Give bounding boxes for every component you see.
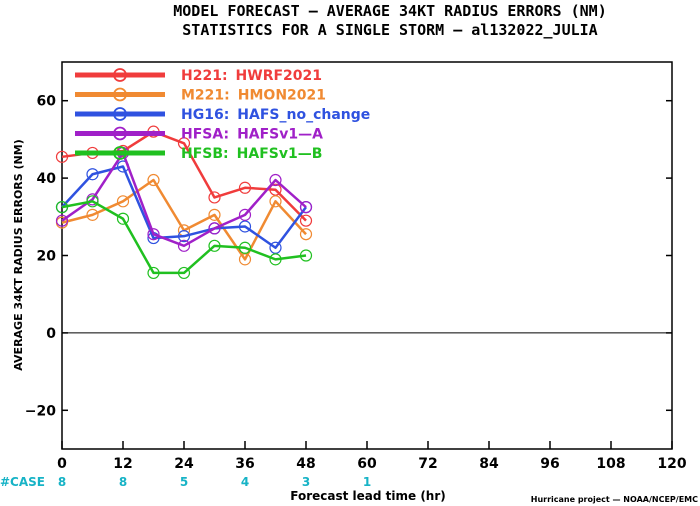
data-point-hg16 [86,168,99,181]
data-point-h221 [238,181,252,194]
case-count: 1 [363,475,371,489]
legend-label: HFSB: [181,146,229,162]
x-tick-label: 84 [479,456,499,472]
data-point-m221 [86,208,99,221]
legend-marker [113,87,127,102]
case-counts: 8 8 5 4 3 1 [58,475,371,489]
legend-marker [113,107,127,121]
legend-model: HAFS_no_change [237,107,370,123]
case-count: 8 [58,475,66,489]
data-point-hfsb [299,249,313,262]
chart-title-line2: STATISTICS FOR A SINGLE STORM — al132022… [182,21,597,39]
data-point-m221 [299,228,313,241]
x-tick-label: 12 [113,456,132,472]
data-point-hfsa [269,173,282,187]
data-point-hfsa [177,239,191,252]
x-tick-label: 120 [657,456,686,472]
x-axis-label: Forecast lead time (hr) [290,489,446,503]
case-count: 5 [180,475,188,489]
x-tick-label: 72 [418,456,437,472]
legend-marker [113,126,127,141]
y-tick-label: 60 [37,94,57,110]
legend-model: HWRF2021 [236,68,322,84]
y-tick-label: 40 [37,171,57,187]
legend-label: M221: [181,88,230,104]
y-tick-label: −20 [25,403,56,419]
case-count: 3 [302,475,310,489]
y-axis-ticks: −20 0 20 40 60 [25,94,672,419]
series-line-hfsb [61,200,307,275]
series-line-hg16 [61,165,307,250]
legend-model: HMON2021 [238,88,326,104]
data-point-hfsb [147,266,160,280]
credit-text: Hurricane project — NOAA/NCEP/EMC [531,495,698,504]
legend-item-h221: H221: HWRF2021 [75,68,322,84]
data-point-hfsb [177,266,191,280]
data-point-h221 [177,137,191,150]
data-point-hfsb [208,239,221,252]
case-count: 4 [241,475,249,489]
legend-label: HG16: [181,107,229,123]
x-axis-ticks: 0 12 24 36 48 60 72 84 96 108 120 [57,441,687,472]
data-point-hfsa [147,228,160,241]
data-point-hg16 [269,241,282,254]
legend-label: HFSA: [181,127,229,143]
chart-title-line1: MODEL FORECAST — AVERAGE 34KT RADIUS ERR… [173,2,606,20]
data-point-hg16 [238,220,252,233]
legend-item-hfsa: HFSA: HAFSv1—A [75,127,323,143]
data-point-hfsb [86,195,99,208]
data-point-hfsb [55,201,69,214]
series-line-h221 [61,130,307,222]
data-point-hfsa [299,201,313,214]
x-tick-label: 60 [357,456,377,472]
legend-model: HAFSv1—A [237,127,323,143]
x-tick-label: 0 [57,456,67,472]
x-tick-label: 48 [296,456,315,472]
data-point-h221 [208,191,221,204]
data-point-hfsa [238,208,252,221]
case-count: 8 [119,475,127,489]
x-tick-label: 24 [174,456,194,472]
y-tick-label: 0 [46,326,56,342]
data-point-hfsa [208,222,221,235]
legend-label: H221: [181,68,228,84]
legend-marker [113,68,127,82]
data-point-m221 [116,195,130,208]
case-label: #CASE [0,475,45,489]
data-point-h221 [55,150,69,163]
x-tick-label: 36 [235,456,254,472]
data-point-m221 [238,253,252,266]
data-point-hg16 [177,230,191,243]
data-point-hfsb [269,253,282,266]
x-tick-label: 108 [596,456,625,472]
data-point-m221 [147,173,160,187]
series-layer [55,125,313,280]
data-point-hfsb [238,241,252,254]
legend-item-hfsb: HFSB: HAFSv1—B [75,146,322,162]
data-point-hfsa [55,214,69,227]
x-tick-label: 96 [540,456,559,472]
legend-model: HAFSv1—B [237,146,323,162]
y-axis-label: AVERAGE 34KT RADIUS ERRORS (NM) [12,139,25,370]
data-point-m221 [208,208,221,221]
legend: H221: HWRF2021 M221: HMON2021 HG16: HAFS_no_c… [75,68,370,162]
data-point-hfsb [116,212,130,225]
legend-item-m221: M221: HMON2021 [75,88,326,104]
series-line-hfsa [61,151,307,248]
data-point-h221 [299,214,313,227]
legend-marker [113,146,127,160]
data-point-m221 [269,195,282,208]
legend-item-hg16: HG16: HAFS_no_change [75,107,370,123]
data-point-h221 [269,183,282,196]
y-tick-label: 20 [37,249,57,265]
series-hfsb [55,195,313,280]
